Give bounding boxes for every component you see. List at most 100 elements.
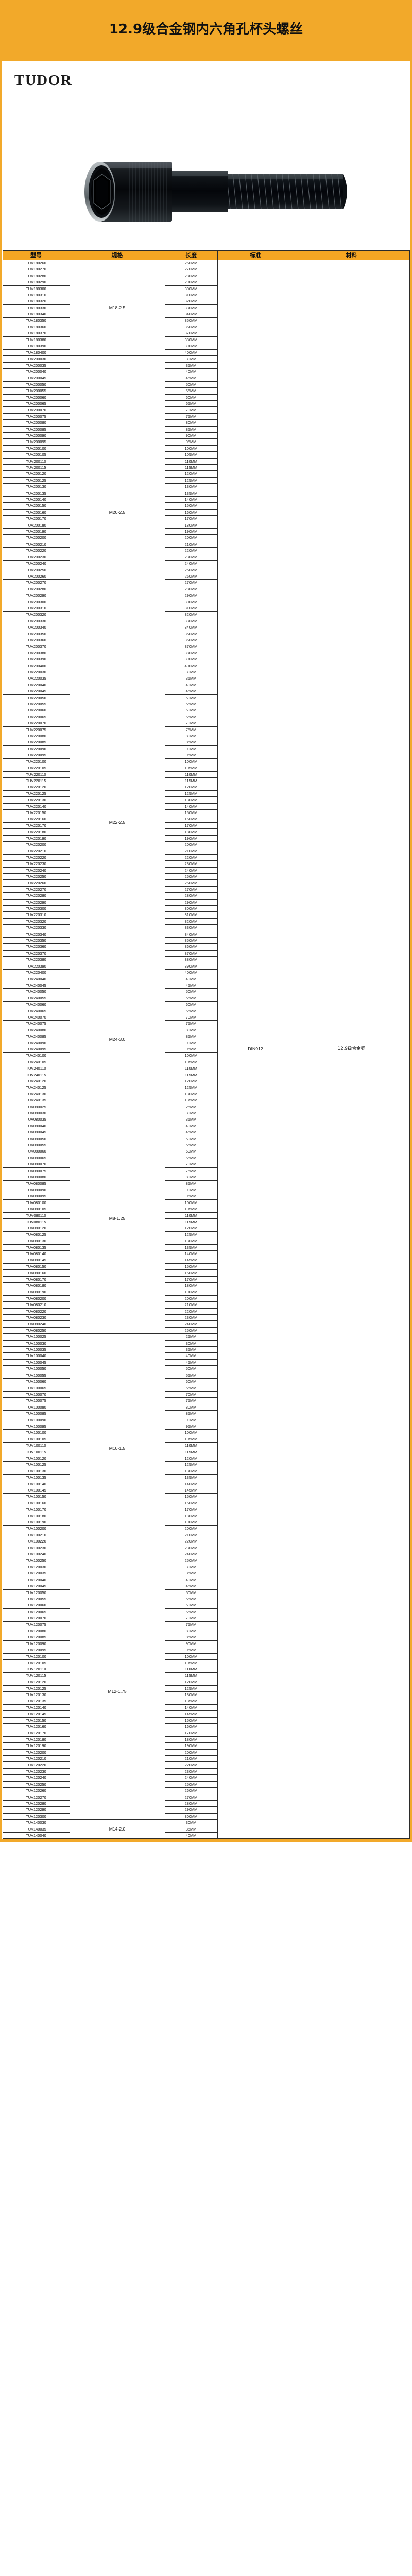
bolt-head [100, 162, 172, 222]
cell-material: 12.9级合金钢 [293, 259, 410, 1839]
cell-model: TUV240090 [2, 1039, 70, 1046]
cell-model: TUV220370 [2, 950, 70, 957]
cell-length: 105MM [164, 1659, 218, 1667]
table-row: TUV200040 40MM [2, 368, 409, 376]
table-row: TUV240055 55MM [2, 994, 409, 1002]
table-row: TUV080200 200MM [2, 1295, 409, 1302]
cell-model: TUV200050 [2, 381, 70, 388]
table-row: TUV200200 200MM [2, 534, 409, 541]
cell-model: TUV220300 [2, 905, 70, 912]
cell-length: 110MM [164, 1666, 218, 1673]
cell-model: TUV180370 [2, 330, 70, 337]
cell-length: 60MM [164, 1001, 218, 1008]
table-row: TUV240065 65MM [2, 1007, 409, 1014]
cell-model: TUV240095 [2, 1045, 70, 1053]
cell-length: 65MM [164, 1384, 218, 1392]
table-row: TUV200280 280MM [2, 585, 409, 593]
table-row: TUV080160 160MM [2, 1269, 409, 1277]
cell-length: 90MM [164, 1640, 218, 1648]
cell-model: TUV120160 [2, 1723, 70, 1731]
cell-model: TUV120070 [2, 1615, 70, 1622]
table-row: TUV200210 210MM [2, 540, 409, 548]
table-row: TUV080220 220MM [2, 1308, 409, 1315]
table-row: TUV100045 45MM [2, 1359, 409, 1366]
cell-length: 360MM [164, 943, 218, 951]
cell-length: 80MM [164, 1627, 218, 1635]
cell-length: 50MM [164, 1589, 218, 1596]
cell-model: TUV120250 [2, 1781, 70, 1788]
cell-length: 80MM [164, 419, 218, 427]
cell-length: 75MM [164, 413, 218, 420]
table-row: TUV200135 135MM [2, 489, 409, 497]
cell-model: TUV240050 [2, 988, 70, 995]
table-row: TUV200400 400MM [2, 662, 409, 670]
cell-length: 85MM [164, 739, 218, 746]
cell-model: TUV220035 [2, 675, 70, 682]
cell-length: 70MM [164, 1391, 218, 1398]
cell-length: 200MM [164, 534, 218, 541]
table-row: TUV220060 60MM [2, 707, 409, 714]
table-row: TUV240125 125MM [2, 1084, 409, 1091]
cell-model: TUV220330 [2, 924, 70, 931]
table-row: TUV080055 55MM [2, 1142, 409, 1149]
cell-model: TUV220110 [2, 771, 70, 778]
table-row: TUV200030 M20-2.5 30MM [2, 355, 409, 669]
cell-model: TUV120190 [2, 1742, 70, 1750]
table-row: TUV120210 210MM [2, 1755, 409, 1762]
table-row: TUV240130 130MM [2, 1090, 409, 1098]
cell-model: TUV200055 [2, 387, 70, 395]
cell-length: 160MM [164, 1269, 218, 1277]
table-row: TUV100240 240MM [2, 1551, 409, 1558]
cell-length: 45MM [164, 688, 218, 695]
cell-model: TUV100170 [2, 1506, 70, 1513]
cell-length: 330MM [164, 617, 218, 625]
cell-length: 270MM [164, 1793, 218, 1801]
cell-length: 85MM [164, 1033, 218, 1040]
cell-model: TUV120040 [2, 1576, 70, 1584]
table-row: TUV080110 110MM [2, 1212, 409, 1219]
cell-length: 55MM [164, 1595, 218, 1603]
table-row: TUV180280 280MM [2, 272, 409, 280]
table-row: TUV220360 360MM [2, 943, 409, 951]
cell-length: 90MM [164, 1416, 218, 1423]
cell-model: TUV220240 [2, 867, 70, 874]
cell-length: 150MM [164, 1493, 218, 1500]
table-row: TUV180380 380MM [2, 336, 409, 344]
cell-model: TUV180330 [2, 304, 70, 312]
cell-length: 30MM [164, 1340, 218, 1347]
cell-model: TUV100180 [2, 1512, 70, 1520]
table-row: TUV220180 180MM [2, 828, 409, 836]
cell-length: 55MM [164, 994, 218, 1002]
table-row: TUV220045 45MM [2, 688, 409, 695]
cell-spec-group: M8-1.25 [69, 1103, 165, 1334]
table-row: TUV120095 95MM [2, 1647, 409, 1654]
cell-length: 115MM [164, 1071, 218, 1079]
cell-length: 50MM [164, 988, 218, 995]
table-row: TUV220210 210MM [2, 848, 409, 855]
table-row: TUV220200 200MM [2, 841, 409, 849]
cell-model: TUV220400 [2, 969, 70, 976]
table-row: TUV120160 160MM [2, 1723, 409, 1731]
table-row: TUV080120 120MM [2, 1225, 409, 1232]
cell-length: 110MM [164, 1065, 218, 1072]
cell-model: TUV200110 [2, 457, 70, 465]
cell-model: TUV120045 [2, 1583, 70, 1590]
cell-model: TUV200060 [2, 394, 70, 401]
cell-length: 170MM [164, 1506, 218, 1513]
cell-length: 110MM [164, 1212, 218, 1219]
cell-model: TUV200300 [2, 598, 70, 605]
table-row: TUV080210 210MM [2, 1301, 409, 1309]
cell-length: 30MM [164, 1819, 218, 1826]
cell-model: TUV220200 [2, 841, 70, 849]
table-row: TUV080080 80MM [2, 1174, 409, 1181]
table-row: TUV220040 40MM [2, 681, 409, 689]
cell-model: TUV120115 [2, 1672, 70, 1680]
cell-length: 230MM [164, 1544, 218, 1552]
table-row: TUV100120 120MM [2, 1454, 409, 1462]
table-row: TUV200380 380MM [2, 649, 409, 657]
table-row: TUV100125 125MM [2, 1461, 409, 1468]
cell-length: 280MM [164, 892, 218, 900]
cell-model: TUV100100 [2, 1429, 70, 1436]
table-row: TUV220055 55MM [2, 701, 409, 708]
cell-model: TUV200250 [2, 566, 70, 573]
